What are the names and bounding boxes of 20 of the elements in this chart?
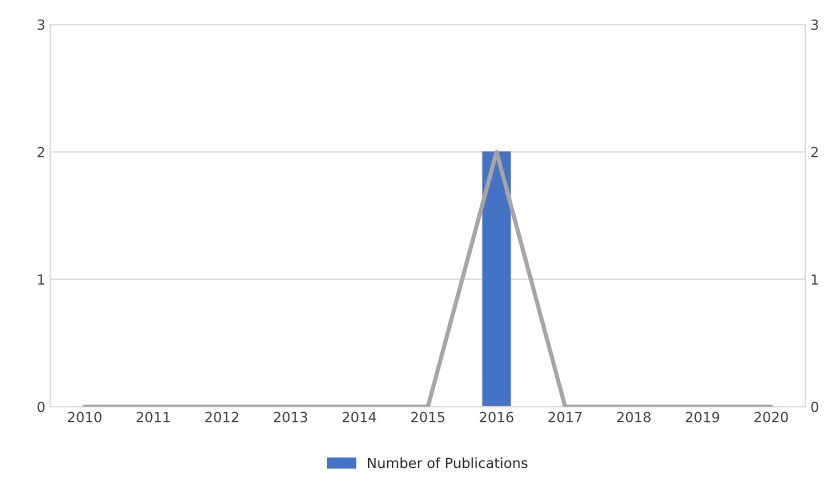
x-tick-label: 2018 bbox=[617, 412, 651, 422]
x-tick-label: 2016 bbox=[480, 412, 514, 422]
x-tick-label: 2015 bbox=[411, 412, 444, 422]
y-tick-label: 2 bbox=[38, 146, 44, 158]
y2-tick-label: 2 bbox=[811, 146, 818, 158]
y2-tick-label: 1 bbox=[812, 274, 818, 285]
y-tick-label: 3 bbox=[38, 19, 44, 30]
x-tick-label: 2019 bbox=[686, 412, 720, 422]
y2-tick-label: 0 bbox=[811, 402, 818, 412]
x-tick-label: 2014 bbox=[342, 412, 376, 422]
x-tick-label: 2020 bbox=[754, 412, 788, 422]
x-tick-label: 2017 bbox=[548, 412, 582, 422]
x-tick-label: 2013 bbox=[274, 412, 308, 422]
x-tick-label: 2010 bbox=[68, 412, 102, 422]
x-tick-label: 2011 bbox=[136, 412, 170, 422]
y2-tick-label: 3 bbox=[811, 19, 818, 30]
y-tick-label: 1 bbox=[38, 274, 44, 285]
x-tick-label: 2012 bbox=[205, 412, 238, 422]
y-tick-label: 0 bbox=[38, 402, 45, 412]
legend-label: Number of Publications bbox=[368, 457, 528, 468]
